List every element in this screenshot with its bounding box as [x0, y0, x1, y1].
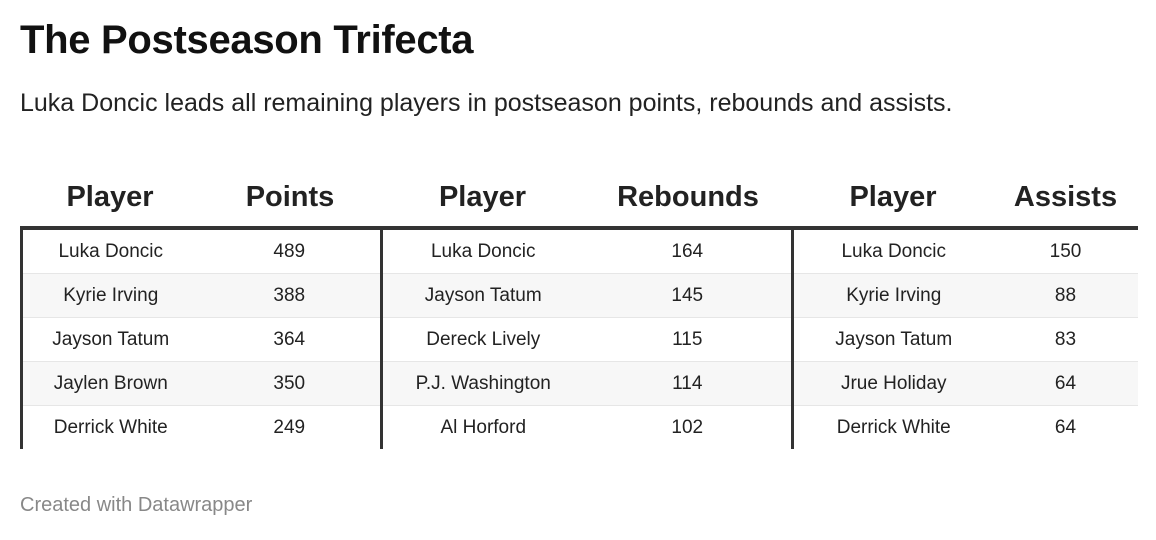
column-header-player-4: Player	[792, 168, 994, 230]
table-row: Luka Doncic 489 Luka Doncic 164 Luka Doncic 1…	[20, 228, 1138, 274]
stat-cell: 350	[198, 361, 382, 406]
stats-table-container: Player Points Player Rebounds Player Assists …	[20, 168, 1138, 449]
column-header-points-1: Points	[198, 168, 382, 230]
stat-cell: 114	[583, 361, 793, 406]
column-header-player-0: Player	[21, 168, 199, 230]
player-cell: Kyrie Irving	[20, 273, 199, 318]
table-row: Jayson Tatum 364 Dereck Lively 115 Jayson Ta…	[20, 317, 1138, 362]
stat-cell: 249	[273, 416, 306, 438]
player-cell: Luka Doncic	[380, 228, 584, 274]
player-cell: Derrick White	[791, 405, 994, 449]
stat-cell: 83	[993, 317, 1138, 362]
table-row: Derrick White 249 Al Horford 102 Derrick Whi…	[20, 405, 1138, 449]
table-row: Jaylen Brown 350 P.J. Washington 114 Jrue Ho…	[20, 361, 1138, 406]
column-header-assists-5: Assists	[993, 168, 1138, 230]
stat-cell: 115	[583, 317, 793, 362]
player-cell: Jrue Holiday	[791, 361, 994, 406]
footer-credit: Created with Datawrapper	[20, 494, 253, 516]
stat-cell: 150	[993, 228, 1138, 274]
header-row: Player Points Player Rebounds Player Assists	[21, 168, 1138, 230]
stat-cell: 388	[198, 273, 382, 318]
stat-cell: 489	[198, 228, 382, 274]
player-cell: Derrick White	[20, 405, 199, 449]
table-row: Kyrie Irving 388 Jayson Tatum 145 Kyrie Irvi…	[20, 273, 1138, 318]
player-cell: Jaylen Brown	[20, 361, 199, 406]
stat-cell: 88	[993, 273, 1138, 318]
table-body: Luka Doncic 489 Luka Doncic 164 Luka Doncic 1…	[20, 228, 1138, 449]
player-cell: Luka Doncic	[791, 228, 994, 274]
stats-table: Player Points Player Rebounds Player Assists …	[20, 168, 1138, 449]
stat-cell: 164	[583, 228, 793, 274]
player-cell: Al Horford	[380, 405, 584, 449]
player-cell: Kyrie Irving	[791, 273, 994, 318]
stat-cell: 102	[671, 416, 704, 438]
chart-title: The Postseason Trifecta	[20, 18, 474, 62]
player-cell: Jayson Tatum	[380, 273, 584, 318]
player-cell: Dereck Lively	[380, 317, 584, 362]
stat-cell: 145	[583, 273, 793, 318]
player-cell: P.J. Washington	[380, 361, 584, 406]
stat-cell: 64	[1054, 416, 1077, 438]
column-header-player-2: Player	[381, 168, 584, 230]
column-header-rebounds-3: Rebounds	[583, 168, 793, 230]
stat-cell: 64	[993, 361, 1138, 406]
stat-cell: 364	[198, 317, 382, 362]
chart-subtitle: Luka Doncic leads all remaining players …	[20, 89, 953, 117]
player-cell: Jayson Tatum	[20, 317, 199, 362]
player-cell: Luka Doncic	[20, 228, 199, 274]
player-cell: Jayson Tatum	[791, 317, 994, 362]
